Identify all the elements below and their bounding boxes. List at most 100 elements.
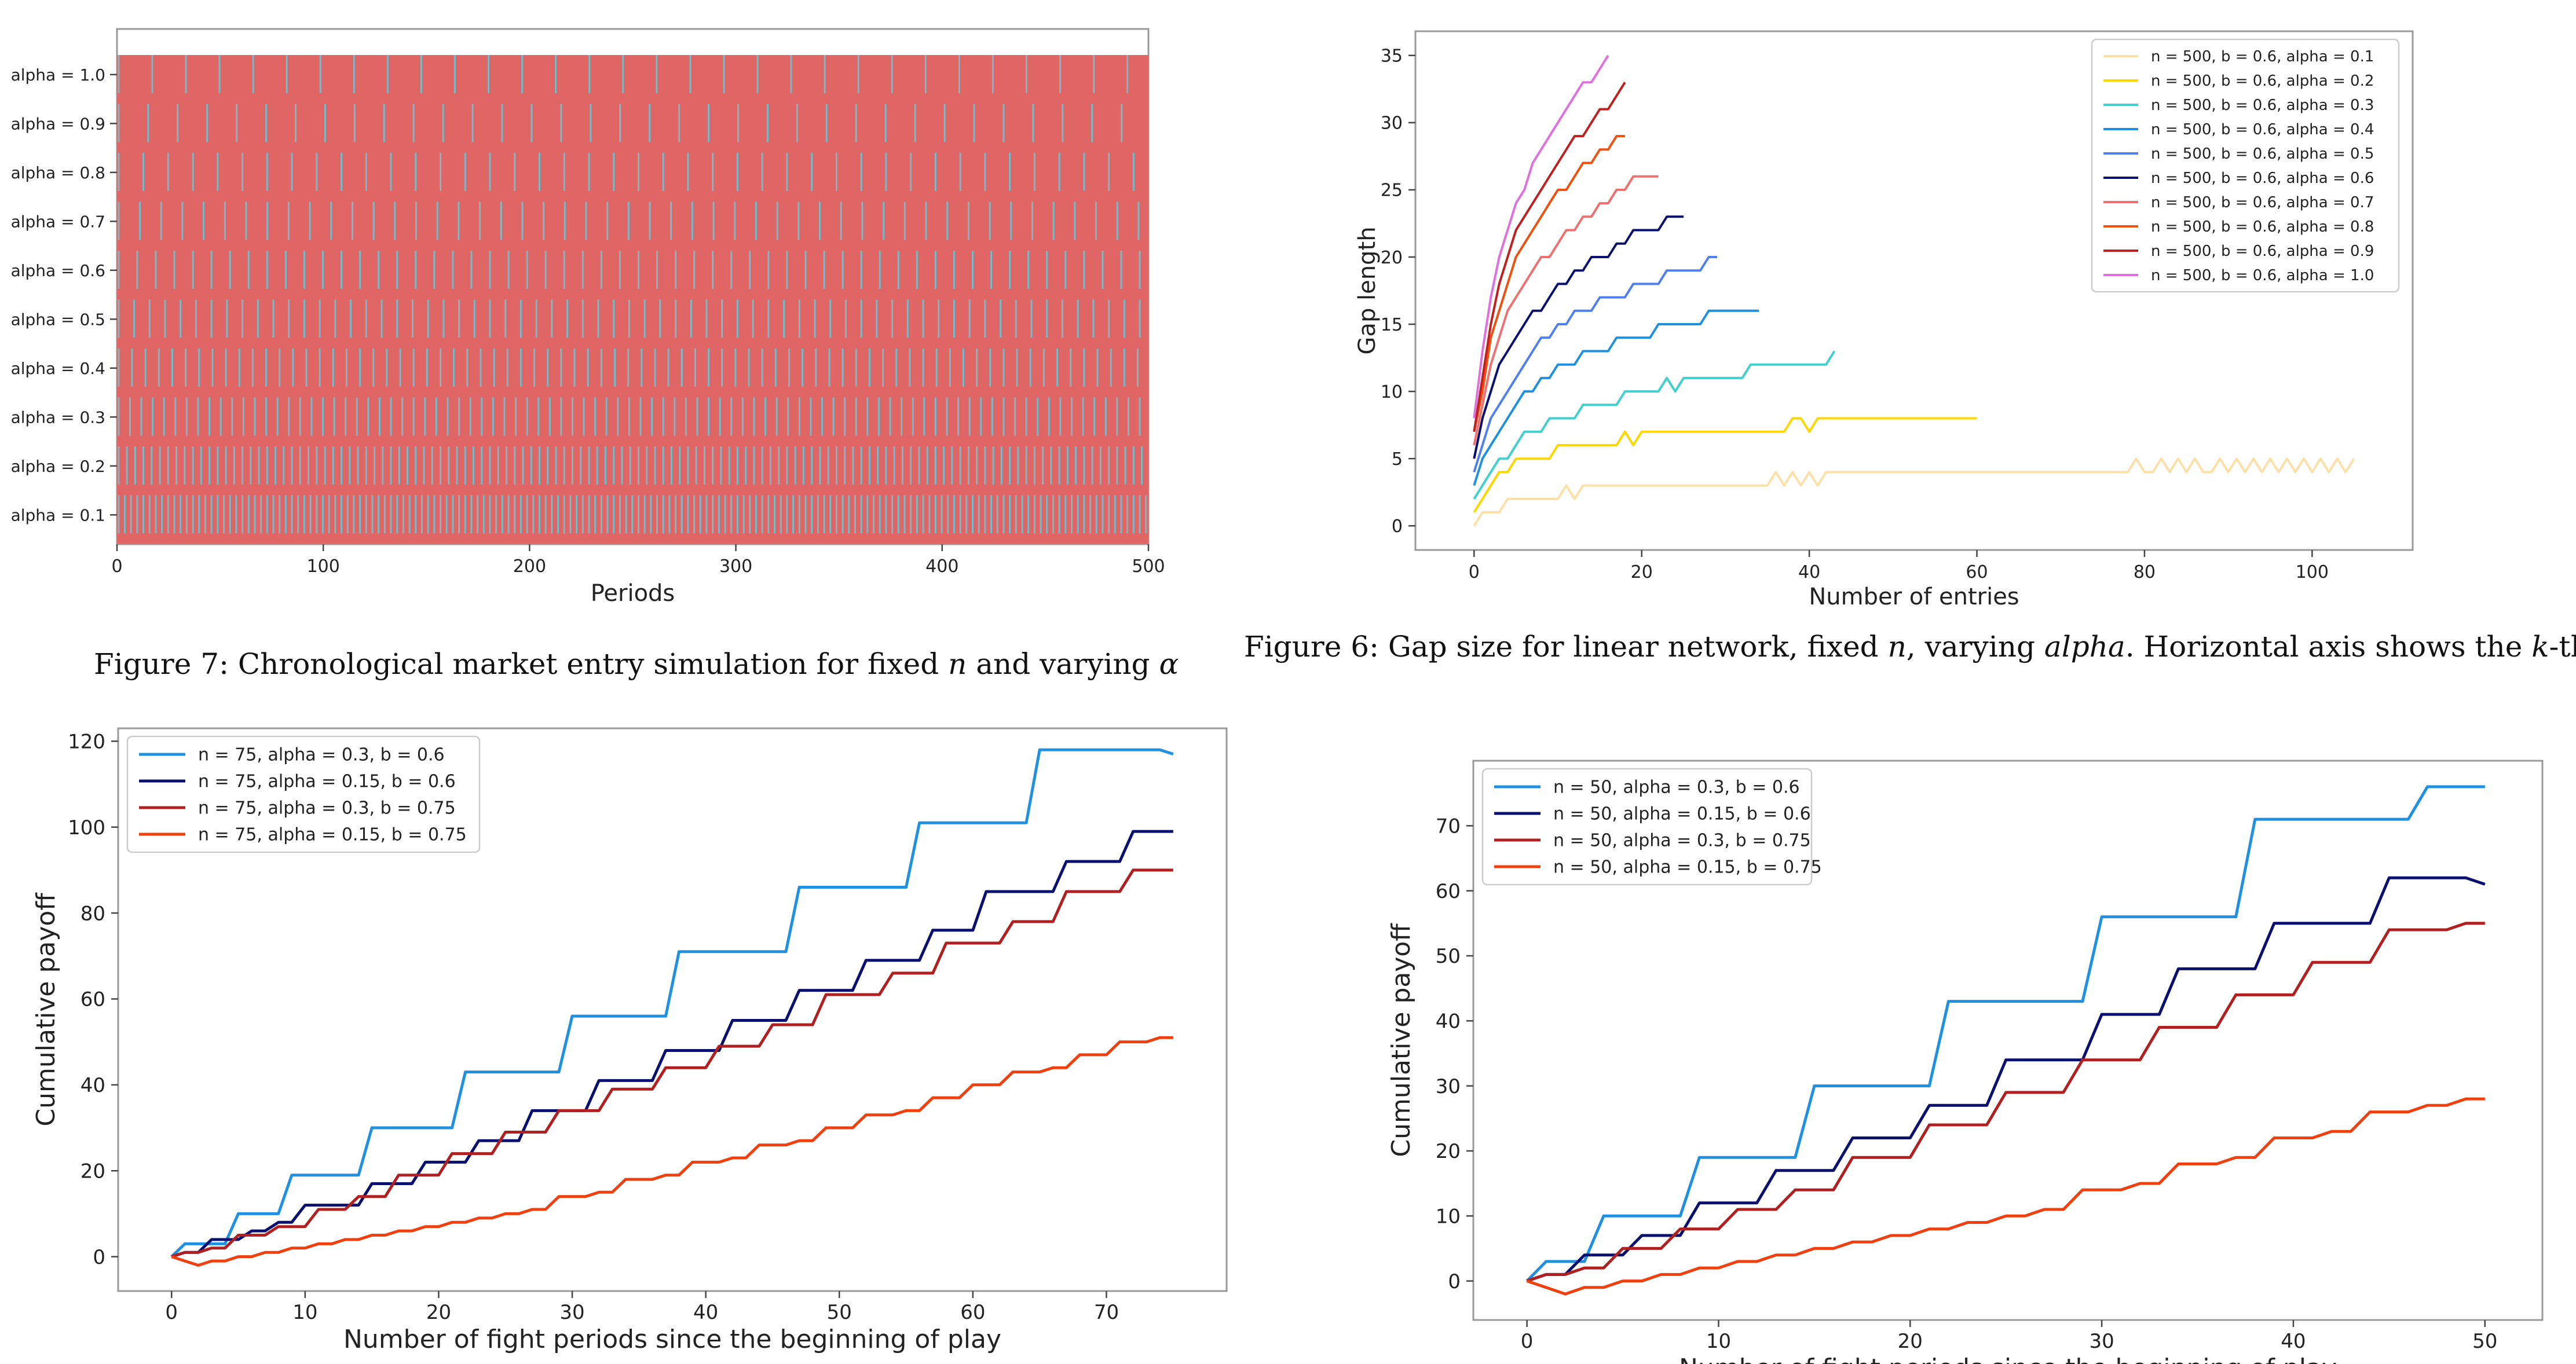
figure-7-caption-text-2: and varying xyxy=(976,647,1150,681)
figure-6-caption-text: Gap size for linear network, fixed xyxy=(1388,630,1879,663)
figure-7-caption: Figure 7: Chronological market entry sim… xyxy=(94,647,1179,681)
series-line xyxy=(1473,54,1609,419)
figure-7-caption-label: Figure 7: xyxy=(94,647,229,681)
legend-entry: n = 500, b = 0.6, alpha = 0.5 xyxy=(2151,145,2374,163)
x-axis-label: Number of entries xyxy=(1809,584,2019,610)
legend-entry: n = 500, b = 0.6, alpha = 0.4 xyxy=(2151,121,2374,138)
legend-entry: n = 50, alpha = 0.15, b = 0.75 xyxy=(1553,857,1822,878)
y-tick-label: 60 xyxy=(1436,880,1461,903)
x-tick-label: 10 xyxy=(1706,1330,1731,1353)
figure-6-caption: Figure 6: Gap size for linear network, f… xyxy=(1244,630,2576,663)
row-label: alpha = 0.1 xyxy=(11,505,105,525)
series-line xyxy=(1473,417,1977,514)
x-tick-label: 300 xyxy=(719,556,752,577)
cumulative-payoff-n75-chart: 0 10 20 30 40 50 60 70 0 20 40 60 80 100 120 Number of … xyxy=(31,727,1228,1354)
y-tick-label: 30 xyxy=(1436,1075,1461,1098)
figure-6-panel: 0 20 40 60 80 100 0 5 10 15 20 25 30 35 Number of entr… xyxy=(1344,0,2576,614)
plot-area-frame xyxy=(1472,760,2544,1321)
series-line xyxy=(171,1036,1173,1267)
cumulative-payoff-n50-chart: 0 10 20 30 40 50 0 10 20 30 40 50 60 70 Number of figh… xyxy=(1386,760,2544,1364)
x-tick-label: 20 xyxy=(1898,1330,1923,1353)
cumulative-payoff-n50-panel: 0 10 20 30 40 50 0 10 20 30 40 50 60 70 Number of figh… xyxy=(1378,712,2576,1364)
figure-7-panel: alpha = 1.0 alpha = 0.9 alpha = 0.8 alpha =… xyxy=(0,0,1176,614)
legend-entry: n = 500, b = 0.6, alpha = 0.8 xyxy=(2151,218,2374,236)
x-tick-label: 200 xyxy=(513,556,546,577)
series-line xyxy=(1473,457,2355,527)
x-axis-label: Number of fight periods since the beginn… xyxy=(343,1325,1001,1354)
x-axis-label: Periods xyxy=(591,580,675,607)
figure-6-caption-var-k: k xyxy=(2531,630,2549,663)
figure-7-caption-text: Chronological market entry simulation fo… xyxy=(237,647,939,681)
legend: n = 500, b = 0.6, alpha = 0.1 n = 500, b … xyxy=(2091,38,2400,293)
x-tick-label: 40 xyxy=(1798,562,1820,582)
y-axis-label: Cumulative payoff xyxy=(31,892,61,1127)
series-line xyxy=(1473,135,1625,432)
y-tick-label: 10 xyxy=(1381,382,1403,402)
plot-area-frame xyxy=(117,727,1228,1292)
series-line xyxy=(1473,82,1626,432)
series-line xyxy=(1525,785,2485,1282)
cumulative-payoff-n75-panel: 0 10 20 30 40 50 60 70 0 20 40 60 80 100 120 Number of … xyxy=(0,712,1251,1364)
x-tick-label: 0 xyxy=(1469,562,1480,582)
y-tick-label: 0 xyxy=(1392,516,1403,537)
series-line xyxy=(1526,876,2486,1282)
series-line xyxy=(1473,215,1684,459)
figure-7-caption-var-alpha: α xyxy=(1159,647,1179,681)
y-axis-label: Gap length xyxy=(1354,226,1381,354)
y-tick-label: 40 xyxy=(1436,1010,1461,1033)
row-label: alpha = 1.0 xyxy=(11,65,105,85)
x-tick-label: 70 xyxy=(1094,1301,1119,1324)
y-tick-label: 20 xyxy=(80,1160,105,1183)
figure-6-caption-text-3: . Horizontal axis shows the xyxy=(2125,630,2523,663)
x-tick-label: 30 xyxy=(559,1301,584,1324)
series-line xyxy=(1473,175,1659,446)
figure-6-caption-text-4: -th entry. xyxy=(2549,630,2576,663)
legend-entry: n = 50, alpha = 0.15, b = 0.6 xyxy=(1553,804,1811,824)
series-line xyxy=(1526,1097,2485,1296)
legend-frame xyxy=(2091,38,2400,293)
y-tick-label: 20 xyxy=(1436,1140,1461,1163)
x-axis-label: Number of fight periods since the beginn… xyxy=(1679,1354,2337,1364)
legend-entry: n = 75, alpha = 0.3, b = 0.75 xyxy=(198,798,456,819)
x-tick-label: 500 xyxy=(1132,556,1165,577)
y-tick-label: 120 xyxy=(68,730,105,753)
series-line xyxy=(1473,309,1759,486)
row-label: alpha = 0.7 xyxy=(11,212,105,231)
row-label: alpha = 0.9 xyxy=(11,114,105,133)
legend-entry: n = 500, b = 0.6, alpha = 0.3 xyxy=(2151,97,2374,114)
figure-6-chart: 0 20 40 60 80 100 0 5 10 15 20 25 30 35 Number of entr… xyxy=(1354,30,2414,610)
y-tick-label: 50 xyxy=(1436,945,1461,968)
y-axis-label: Cumulative payoff xyxy=(1386,923,1416,1157)
legend-frame xyxy=(126,735,481,853)
y-tick-label: 15 xyxy=(1381,315,1403,335)
legend-entry: n = 75, alpha = 0.3, b = 0.6 xyxy=(198,745,445,765)
y-tick-label: 35 xyxy=(1381,46,1403,67)
x-tick-label: 100 xyxy=(307,556,340,577)
row-label: alpha = 0.4 xyxy=(11,359,105,378)
legend-entry: n = 500, b = 0.6, alpha = 0.6 xyxy=(2151,170,2374,187)
y-tick-label: 100 xyxy=(68,816,105,839)
figure-6-caption-var-alpha: alpha xyxy=(2044,630,2125,663)
x-tick-label: 60 xyxy=(1966,562,1988,582)
x-tick-label: 50 xyxy=(827,1301,852,1324)
y-tick-label: 60 xyxy=(80,988,105,1011)
figure-6-caption-var-n: n xyxy=(1887,630,1907,663)
x-tick-label: 10 xyxy=(292,1301,317,1324)
row-label: alpha = 0.3 xyxy=(11,408,105,427)
x-tick-label: 50 xyxy=(2472,1330,2497,1353)
series-line xyxy=(1473,350,1836,500)
legend-entry: n = 500, b = 0.6, alpha = 0.2 xyxy=(2151,72,2374,90)
legend-entry: n = 75, alpha = 0.15, b = 0.6 xyxy=(198,772,456,792)
x-tick-label: 30 xyxy=(2089,1330,2114,1353)
figure-7-caption-var-n: n xyxy=(948,647,967,681)
series-line xyxy=(1526,922,2485,1282)
x-tick-label: 100 xyxy=(2296,562,2329,582)
row-label: alpha = 0.8 xyxy=(11,163,105,182)
legend-entry: n = 500, b = 0.6, alpha = 0.7 xyxy=(2151,194,2374,211)
legend-entry: n = 75, alpha = 0.15, b = 0.75 xyxy=(198,825,467,845)
y-tick-label: 40 xyxy=(80,1074,105,1097)
x-tick-label: 60 xyxy=(960,1301,985,1324)
y-tick-label: 30 xyxy=(1381,113,1403,134)
y-tick-label: 10 xyxy=(1436,1205,1461,1229)
x-tick-label: 400 xyxy=(925,556,958,577)
